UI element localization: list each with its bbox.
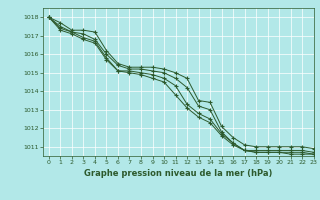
X-axis label: Graphe pression niveau de la mer (hPa): Graphe pression niveau de la mer (hPa) [84, 169, 273, 178]
